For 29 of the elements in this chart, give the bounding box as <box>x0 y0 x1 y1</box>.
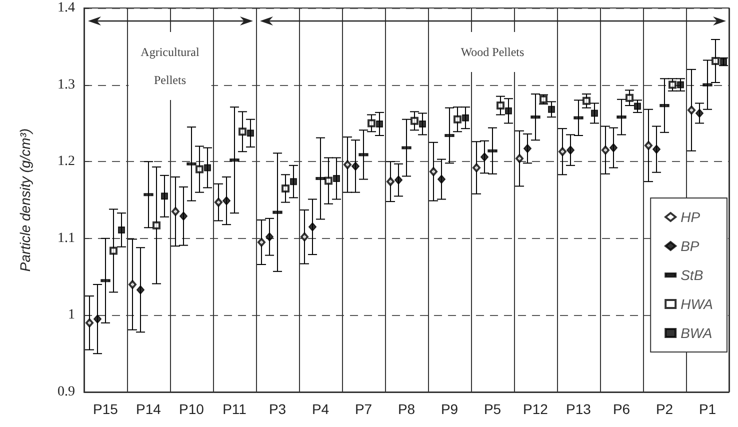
legend-label: BP <box>680 238 700 254</box>
x-tick-label: P12 <box>523 401 548 417</box>
legend-label: HP <box>680 209 701 225</box>
x-tick-label: P1 <box>698 401 716 417</box>
x-tick-label: P4 <box>312 401 330 417</box>
x-tick-label: P6 <box>612 401 630 417</box>
y-tick-label: 1.4 <box>58 0 75 16</box>
x-tick-label: P10 <box>179 401 204 417</box>
legend-label: StB <box>680 267 704 283</box>
y-tick-label: 1.2 <box>58 154 75 170</box>
y-tick-label: 1.3 <box>58 77 75 92</box>
y-axis-title: Particle density (g/cm³) <box>17 128 33 272</box>
y-tick-label: 1 <box>68 308 75 323</box>
x-tick-label: P15 <box>93 401 118 417</box>
legend-label: HWA <box>680 296 714 312</box>
x-tick-label: P11 <box>222 401 247 417</box>
y-tick-label: 0.9 <box>58 384 75 400</box>
legend-label: BWA <box>680 325 712 341</box>
x-tick-label: P13 <box>566 401 592 417</box>
annotation: Agricultural Pellets <box>140 45 200 87</box>
x-tick-label: P7 <box>354 401 372 417</box>
x-tick-label: P9 <box>440 401 458 417</box>
x-tick-label: P5 <box>484 401 502 417</box>
y-tick-label: 1.1 <box>58 230 75 246</box>
x-tick-label: P3 <box>268 401 286 417</box>
x-tick-label: P14 <box>136 401 162 417</box>
annotation: Wood Pellets <box>460 45 525 59</box>
x-tick-label: P2 <box>656 401 674 417</box>
x-tick-label: P8 <box>398 401 416 417</box>
